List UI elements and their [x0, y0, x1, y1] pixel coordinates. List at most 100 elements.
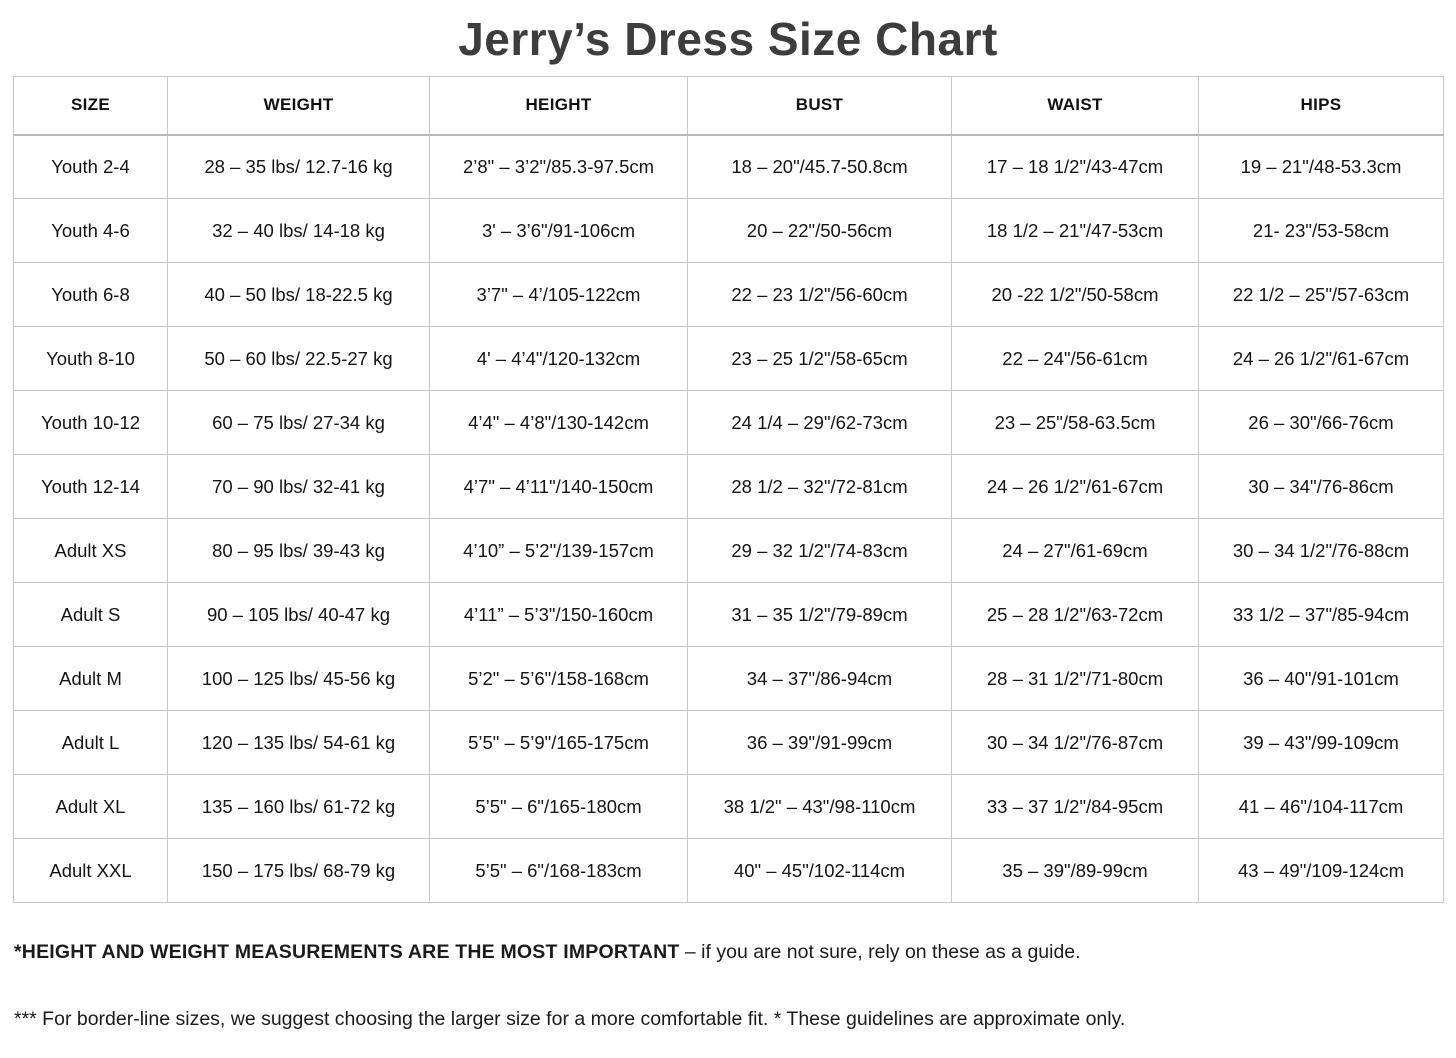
measurement-cell: 28 – 35 lbs/ 12.7-16 kg — [167, 134, 430, 199]
table-row: Youth 12-14 70 – 90 lbs/ 32-41 kg 4’7" – 4… — [13, 454, 1444, 519]
size-cell: Adult XL — [13, 774, 168, 839]
measurement-cell: 70 – 90 lbs/ 32-41 kg — [167, 454, 430, 519]
measurement-cell: 41 – 46"/104-117cm — [1198, 774, 1444, 839]
footnote-regular-text: – if you are not sure, rely on these as … — [679, 941, 1081, 963]
column-header: BUST — [687, 76, 952, 136]
size-cell: Youth 4-6 — [13, 198, 168, 263]
table-row: Adult L 120 – 135 lbs/ 54-61 kg 5’5" – 5’9… — [13, 710, 1444, 775]
measurement-cell: 38 1/2" – 43"/98-110cm — [687, 774, 952, 839]
measurement-cell: 29 – 32 1/2"/74-83cm — [687, 518, 952, 583]
measurement-cell: 3' – 3’6"/91-106cm — [429, 198, 688, 263]
measurement-cell: 120 – 135 lbs/ 54-61 kg — [167, 710, 430, 775]
measurement-cell: 23 – 25 1/2"/58-65cm — [687, 326, 952, 391]
header-row: SIZE WEIGHT HEIGHT BUST WAIST HIPS — [13, 76, 1444, 136]
measurement-cell: 28 – 31 1/2"/71-80cm — [951, 646, 1199, 711]
measurement-cell: 18 – 20"/45.7-50.8cm — [687, 134, 952, 199]
measurement-cell: 22 – 24"/56-61cm — [951, 326, 1199, 391]
measurement-cell: 60 – 75 lbs/ 27-34 kg — [167, 390, 430, 455]
measurement-cell: 40" – 45"/102-114cm — [687, 838, 952, 903]
footnote-borderline-sizes: *** For border-line sizes, we suggest ch… — [14, 1008, 1126, 1031]
measurement-cell: 21- 23"/53-58cm — [1198, 198, 1444, 263]
measurement-cell: 28 1/2 – 32"/72-81cm — [687, 454, 952, 519]
size-cell: Youth 12-14 — [13, 454, 168, 519]
measurement-cell: 31 – 35 1/2"/79-89cm — [687, 582, 952, 647]
table-row: Adult XL 135 – 160 lbs/ 61-72 kg 5’5" – 6"… — [13, 774, 1444, 839]
measurement-cell: 150 – 175 lbs/ 68-79 kg — [167, 838, 430, 903]
column-header: HEIGHT — [429, 76, 688, 136]
page-title: Jerry’s Dress Size Chart — [458, 13, 998, 65]
measurement-cell: 4' – 4’4"/120-132cm — [429, 326, 688, 391]
table-row: Adult S 90 – 105 lbs/ 40-47 kg 4’11” – 5’3… — [13, 582, 1444, 647]
measurement-cell: 90 – 105 lbs/ 40-47 kg — [167, 582, 430, 647]
measurement-cell: 22 – 23 1/2"/56-60cm — [687, 262, 952, 327]
measurement-cell: 33 1/2 – 37"/85-94cm — [1198, 582, 1444, 647]
measurement-cell: 25 – 28 1/2"/63-72cm — [951, 582, 1199, 647]
column-header: SIZE — [13, 76, 168, 136]
measurement-cell: 18 1/2 – 21"/47-53cm — [951, 198, 1199, 263]
measurement-cell: 19 – 21"/48-53.3cm — [1198, 134, 1444, 199]
measurement-cell: 35 – 39"/89-99cm — [951, 838, 1199, 903]
table-row: Youth 8-10 50 – 60 lbs/ 22.5-27 kg 4' – 4’… — [13, 326, 1444, 391]
measurement-cell: 23 – 25"/58-63.5cm — [951, 390, 1199, 455]
size-cell: Youth 2-4 — [13, 134, 168, 199]
measurement-cell: 3’7" – 4’/105-122cm — [429, 262, 688, 327]
table-row: Youth 10-12 60 – 75 lbs/ 27-34 kg 4’4" – 4… — [13, 390, 1444, 455]
measurement-cell: 24 – 26 1/2"/61-67cm — [1198, 326, 1444, 391]
measurement-cell: 39 – 43"/99-109cm — [1198, 710, 1444, 775]
measurement-cell: 34 – 37"/86-94cm — [687, 646, 952, 711]
table-row: Adult XXL 150 – 175 lbs/ 68-79 kg 5’5" – 6… — [13, 838, 1444, 903]
measurement-cell: 80 – 95 lbs/ 39-43 kg — [167, 518, 430, 583]
measurement-cell: 17 – 18 1/2"/43-47cm — [951, 134, 1199, 199]
table-row: Adult M 100 – 125 lbs/ 45-56 kg 5’2" – 5’6… — [13, 646, 1444, 711]
measurement-cell: 43 – 49"/109-124cm — [1198, 838, 1444, 903]
measurement-cell: 30 – 34"/76-86cm — [1198, 454, 1444, 519]
column-header: WEIGHT — [167, 76, 430, 136]
size-cell: Youth 6-8 — [13, 262, 168, 327]
measurement-cell: 32 – 40 lbs/ 14-18 kg — [167, 198, 430, 263]
table-row: Youth 4-6 32 – 40 lbs/ 14-18 kg 3' – 3’6"/… — [13, 198, 1444, 263]
measurement-cell: 5’5" – 5’9"/165-175cm — [429, 710, 688, 775]
size-cell: Adult M — [13, 646, 168, 711]
table-row: Youth 6-8 40 – 50 lbs/ 18-22.5 kg 3’7" – 4… — [13, 262, 1444, 327]
measurement-cell: 5’5" – 6"/165-180cm — [429, 774, 688, 839]
measurement-cell: 2’8" – 3’2"/85.3-97.5cm — [429, 134, 688, 199]
table-row: Adult XS 80 – 95 lbs/ 39-43 kg 4’10” – 5’2… — [13, 518, 1444, 583]
size-chart-body: Youth 2-4 28 – 35 lbs/ 12.7-16 kg 2’8" – 3… — [13, 134, 1444, 903]
size-cell: Adult L — [13, 710, 168, 775]
size-chart-table: SIZE WEIGHT HEIGHT BUST WAIST HIPS Youth 2-4 2… — [13, 76, 1444, 903]
measurement-cell: 20 – 22"/50-56cm — [687, 198, 952, 263]
measurement-cell: 24 – 27"/61-69cm — [951, 518, 1199, 583]
measurement-cell: 26 – 30"/66-76cm — [1198, 390, 1444, 455]
measurement-cell: 4’7" – 4’11"/140-150cm — [429, 454, 688, 519]
measurement-cell: 100 – 125 lbs/ 45-56 kg — [167, 646, 430, 711]
size-cell: Youth 10-12 — [13, 390, 168, 455]
measurement-cell: 24 1/4 – 29"/62-73cm — [687, 390, 952, 455]
measurement-cell: 24 – 26 1/2"/61-67cm — [951, 454, 1199, 519]
footnotes: *HEIGHT AND WEIGHT MEASUREMENTS ARE THE … — [14, 941, 1442, 1032]
measurement-cell: 40 – 50 lbs/ 18-22.5 kg — [167, 262, 430, 327]
size-cell: Adult S — [13, 582, 168, 647]
measurement-cell: 50 – 60 lbs/ 22.5-27 kg — [167, 326, 430, 391]
measurement-cell: 36 – 40"/91-101cm — [1198, 646, 1444, 711]
footnote-height-weight: *HEIGHT AND WEIGHT MEASUREMENTS ARE THE … — [14, 941, 1442, 964]
measurement-cell: 5’2" – 5’6"/158-168cm — [429, 646, 688, 711]
footnote-bold-text: *HEIGHT AND WEIGHT MEASUREMENTS ARE THE … — [14, 941, 680, 963]
measurement-cell: 20 -22 1/2"/50-58cm — [951, 262, 1199, 327]
measurement-cell: 22 1/2 – 25"/57-63cm — [1198, 262, 1444, 327]
column-header: WAIST — [951, 76, 1199, 136]
size-cell: Adult XXL — [13, 838, 168, 903]
measurement-cell: 30 – 34 1/2"/76-87cm — [951, 710, 1199, 775]
measurement-cell: 5’5" – 6"/168-183cm — [429, 838, 688, 903]
table-row: Youth 2-4 28 – 35 lbs/ 12.7-16 kg 2’8" – 3… — [13, 134, 1444, 199]
measurement-cell: 4’11” – 5’3"/150-160cm — [429, 582, 688, 647]
measurement-cell: 4’4" – 4’8"/130-142cm — [429, 390, 688, 455]
measurement-cell: 4’10” – 5’2"/139-157cm — [429, 518, 688, 583]
measurement-cell: 36 – 39"/91-99cm — [687, 710, 952, 775]
measurement-cell: 30 – 34 1/2"/76-88cm — [1198, 518, 1444, 583]
size-cell: Adult XS — [13, 518, 168, 583]
measurement-cell: 135 – 160 lbs/ 61-72 kg — [167, 774, 430, 839]
column-header: HIPS — [1198, 76, 1444, 136]
size-cell: Youth 8-10 — [13, 326, 168, 391]
measurement-cell: 33 – 37 1/2"/84-95cm — [951, 774, 1199, 839]
